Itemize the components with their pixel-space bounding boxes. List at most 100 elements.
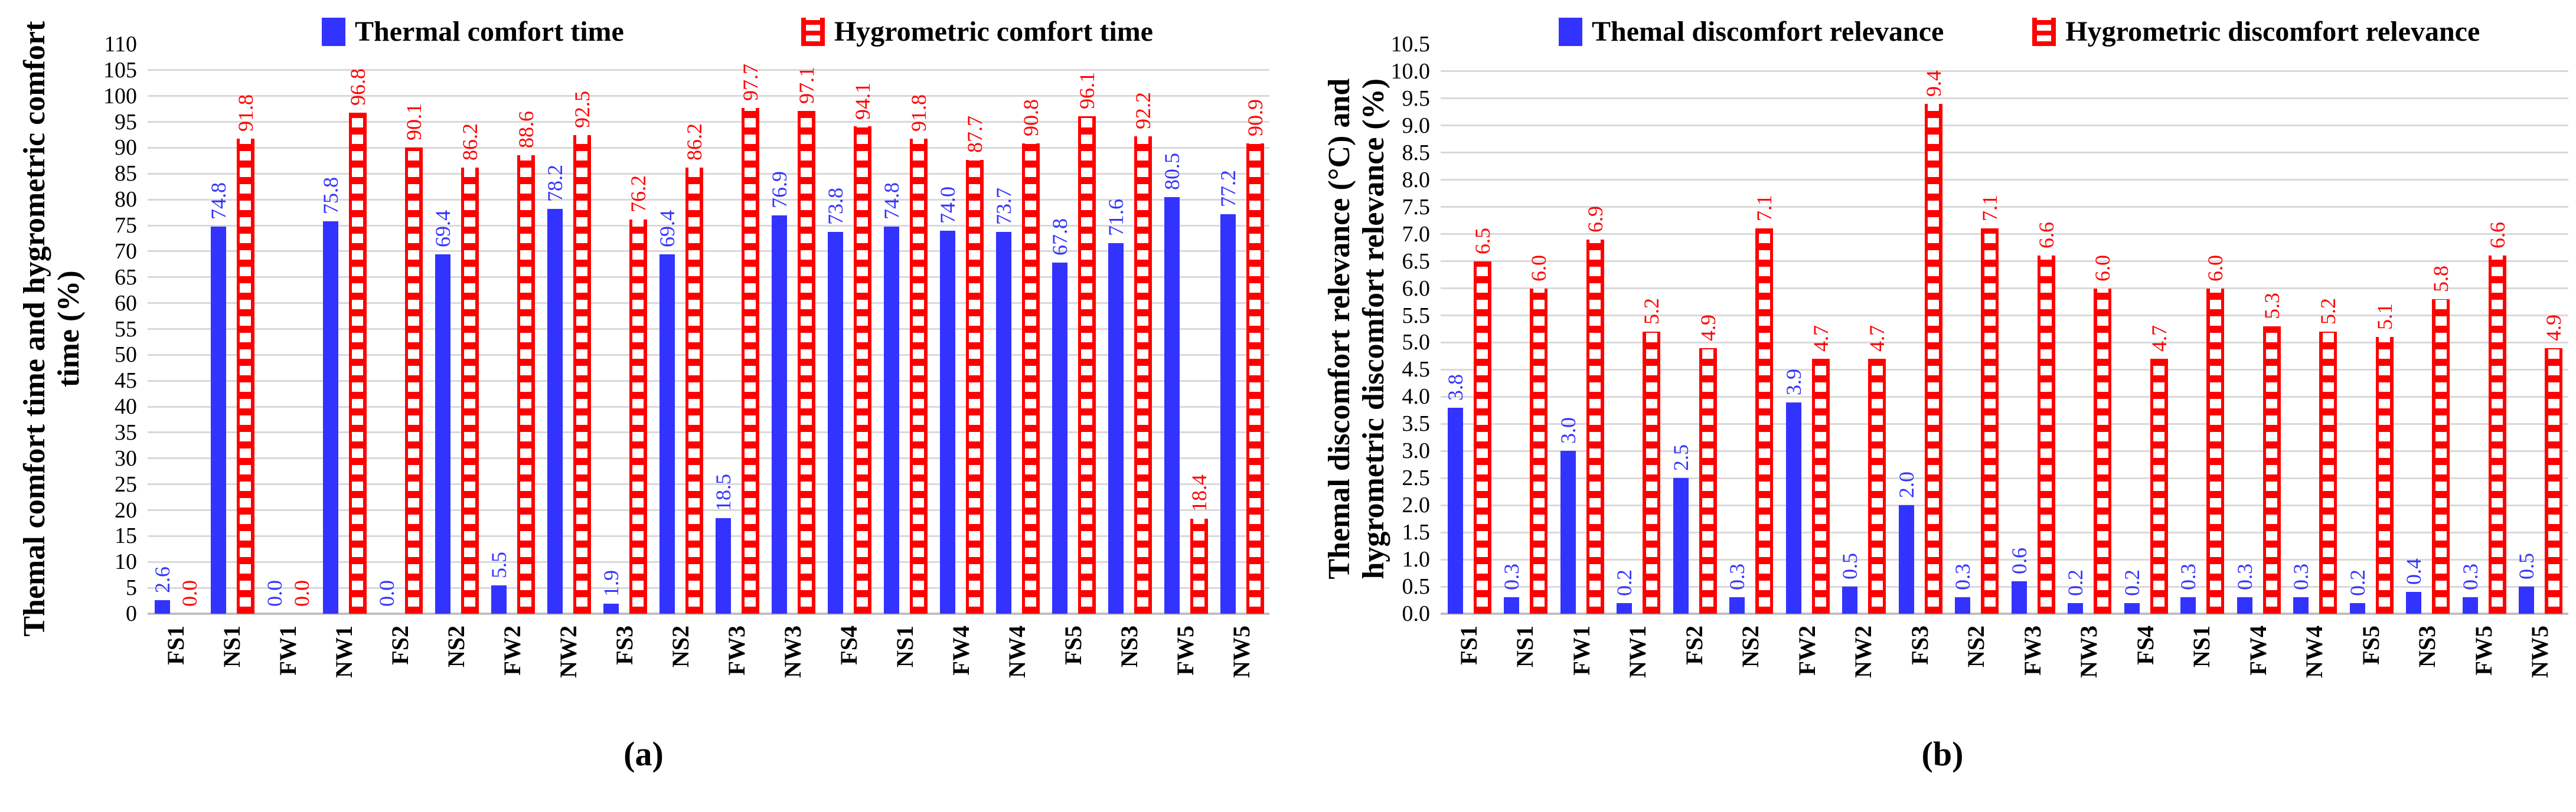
gridline (1441, 152, 2568, 154)
value-label: 0.3 (1500, 564, 1524, 591)
gridline (148, 353, 1269, 356)
checker-pattern (2266, 326, 2278, 614)
bar-red-checker-NW3 (2094, 288, 2112, 614)
bar-blue-FS2 (1673, 478, 1689, 614)
y-axis-tick-label: 10 (115, 549, 137, 575)
bar-red-checker-FS5 (2375, 337, 2394, 614)
bar-blue-NW4 (995, 232, 1011, 614)
value-label: 5.2 (2316, 298, 2340, 325)
y-axis-tick-label: 6.0 (1402, 276, 1431, 301)
checker-pattern (1645, 332, 1657, 614)
y-axis-tick-label: 6.5 (1402, 248, 1431, 274)
value-label: 0.2 (1612, 569, 1637, 596)
value-label: 6.9 (1583, 205, 1607, 233)
value-label: 0.3 (1725, 564, 1749, 591)
bar-blue-FS3 (1898, 505, 1914, 614)
bar-red-checker-NW1 (348, 112, 367, 614)
bar-red-checker-NW5 (2545, 348, 2563, 614)
gridline (148, 328, 1269, 330)
value-label: 6.5 (1470, 227, 1494, 254)
value-label: 6.0 (1527, 254, 1551, 281)
value-label: 0.2 (2120, 569, 2144, 596)
checker-pattern (2548, 348, 2559, 614)
checker-pattern (351, 112, 364, 614)
checker-pattern (632, 219, 644, 614)
y-axis-tick-label: 1.0 (1402, 547, 1431, 572)
y-axis-tick-label: 2.5 (1402, 466, 1431, 491)
y-axis-tick-label: 100 (103, 83, 137, 109)
x-axis-category-label: NS2 (1737, 626, 1764, 668)
bar-red-checker-NW3 (797, 111, 815, 614)
checker-pattern (968, 159, 981, 614)
value-label: 0.5 (1838, 553, 1862, 580)
checker-pattern (2379, 337, 2391, 614)
y-axis-tick-label: 45 (115, 368, 137, 394)
bar-blue-NS2 (659, 254, 675, 614)
legend-b: Themal discomfort relevance Hygrometric … (1559, 15, 2480, 48)
value-label: 2.5 (1669, 444, 1693, 472)
value-label: 5.8 (2429, 265, 2453, 292)
bar-red-checker-NS3 (2432, 299, 2450, 614)
gridline (148, 69, 1269, 71)
y-axis-tick-label: 90 (115, 135, 137, 161)
y-axis-tick-label: 7.0 (1402, 221, 1431, 247)
bar-blue-FW2 (491, 585, 507, 614)
x-axis-category-label: FS4 (2131, 626, 2159, 665)
bar-blue-FW1 (1560, 451, 1576, 614)
gridline (1441, 341, 2568, 343)
x-axis-category-label: FW2 (1793, 626, 1820, 676)
bar-blue-NW3 (2068, 603, 2084, 614)
y-axis-tick-label: 8.0 (1402, 167, 1431, 192)
checker-pattern (1477, 261, 1488, 614)
y-axis-tick-label: 0 (126, 601, 137, 626)
value-label: 0.2 (2064, 569, 2088, 596)
bar-red-checker-FW3 (2037, 256, 2055, 614)
bar-red-checker-NW4 (1021, 143, 1040, 614)
checker-pattern (1984, 228, 1996, 614)
value-label: 5.3 (2260, 292, 2284, 319)
y-axis-tick-label: 9.0 (1402, 113, 1431, 138)
y-axis-tick-label: 8.5 (1402, 140, 1431, 165)
x-axis-category-label: FS1 (1455, 626, 1482, 665)
y-axis-tick-label: 40 (115, 394, 137, 420)
gridline (148, 587, 1269, 589)
value-label: 7.1 (1978, 195, 2002, 222)
y-axis-tick-label: 0.5 (1402, 574, 1431, 600)
legend-item-hygrometric-comfort-time: Hygrometric comfort time (801, 15, 1153, 48)
checker-pattern (2435, 299, 2447, 614)
bar-blue-NS2 (1729, 597, 1745, 614)
bar-red-checker-FS3 (629, 219, 647, 614)
checker-pattern (2040, 256, 2052, 614)
bar-red-checker-FW4 (2262, 326, 2281, 614)
bar-red-checker-NS1 (236, 138, 254, 614)
bar-blue-FS5 (1052, 263, 1067, 614)
bar-red-checker-FS5 (1078, 116, 1096, 614)
bar-red-checker-NW4 (2319, 332, 2337, 614)
bar-red-checker-NS1 (1530, 288, 1548, 614)
bar-blue-NS1 (1504, 597, 1520, 614)
bar-red-checker-NS1 (2206, 288, 2225, 614)
y-axis-tick-label: 0.0 (1402, 601, 1431, 626)
checker-pattern (463, 167, 476, 614)
value-label: 5.2 (1640, 298, 1664, 325)
bar-blue-NS1 (210, 226, 226, 614)
legend-item-thermal-discomfort-relevance: Themal discomfort relevance (1559, 15, 1944, 48)
value-label: 0.3 (1951, 564, 1975, 591)
checker-pattern (1815, 359, 1827, 614)
checker-pattern (1533, 288, 1545, 614)
checker-pattern (1589, 239, 1601, 614)
gridline (1441, 368, 2568, 371)
y-axis-tick-label: 20 (115, 497, 137, 523)
bar-red-checker-NW2 (573, 135, 591, 614)
gridline (148, 483, 1269, 486)
x-axis-line (1441, 613, 2568, 615)
gridline (1441, 287, 2568, 290)
x-axis-category-label: NW3 (2075, 626, 2102, 678)
x-axis-category-label: FS5 (2357, 626, 2384, 665)
x-axis-category-label: NW2 (1850, 626, 1877, 678)
value-label: 4.7 (1865, 325, 1889, 352)
x-axis-line (148, 613, 1269, 615)
bar-red-checker-NW1 (1643, 332, 1661, 614)
y-axis-tick-label: 60 (115, 290, 137, 316)
legend-item-hygrometric-discomfort-relevance: Hygrometric discomfort relevance (2032, 15, 2480, 48)
